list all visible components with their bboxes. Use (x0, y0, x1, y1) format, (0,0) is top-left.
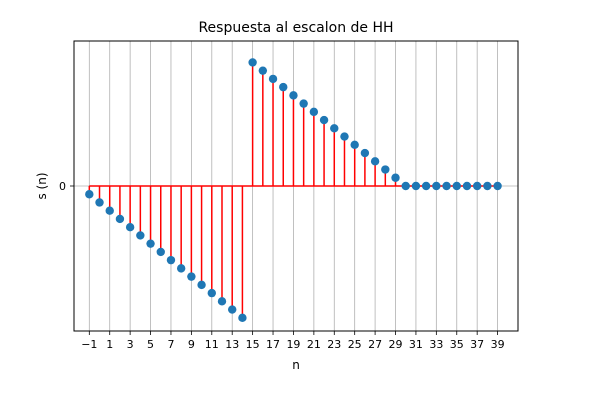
data-point (412, 182, 420, 190)
x-tick-label: 11 (205, 338, 219, 351)
x-tick-label: 35 (450, 338, 464, 351)
data-point (238, 314, 246, 322)
data-point (259, 66, 267, 74)
x-tick-label: 39 (491, 338, 505, 351)
x-tick-label: 33 (429, 338, 443, 351)
data-point (493, 182, 501, 190)
data-point (208, 289, 216, 297)
data-point (177, 264, 185, 272)
data-point (116, 215, 124, 223)
data-point (228, 305, 236, 313)
x-axis-label: n (292, 358, 300, 372)
data-point (330, 124, 338, 132)
x-tick-label: 7 (167, 338, 174, 351)
data-point (350, 141, 358, 149)
data-point (402, 182, 410, 190)
y-axis-label: s (n) (35, 172, 49, 199)
x-tick-label: 15 (246, 338, 260, 351)
data-point (269, 75, 277, 83)
data-point (453, 182, 461, 190)
x-tick-label: 37 (470, 338, 484, 351)
data-point (248, 58, 256, 66)
x-tick-label: 19 (286, 338, 300, 351)
data-point (463, 182, 471, 190)
data-point (279, 83, 287, 91)
x-tick-label: 31 (409, 338, 423, 351)
x-tick-label: 27 (368, 338, 382, 351)
data-point (106, 207, 114, 215)
data-point (391, 174, 399, 182)
x-tick-label: 25 (348, 338, 362, 351)
data-point (432, 182, 440, 190)
data-point (442, 182, 450, 190)
data-point (197, 281, 205, 289)
x-tick-label: 5 (147, 338, 154, 351)
data-point (85, 190, 93, 198)
data-point (473, 182, 481, 190)
chart-title: Respuesta al escalon de HH (198, 20, 393, 36)
data-point (187, 272, 195, 280)
data-point (340, 132, 348, 140)
x-tick-label: 3 (127, 338, 134, 351)
data-point (157, 248, 165, 256)
data-point (310, 108, 318, 116)
data-point (167, 256, 175, 264)
x-tick-label: −1 (81, 338, 97, 351)
x-tick-label: 21 (307, 338, 321, 351)
data-point (299, 99, 307, 107)
data-point (381, 165, 389, 173)
data-point (289, 91, 297, 99)
x-tick-label: 13 (225, 338, 239, 351)
data-point (126, 223, 134, 231)
data-point (320, 116, 328, 124)
x-tick-label: 23 (327, 338, 341, 351)
data-point (136, 231, 144, 239)
y-tick-label: 0 (59, 180, 66, 193)
x-tick-label: 1 (106, 338, 113, 351)
x-tick-label: 9 (188, 338, 195, 351)
data-point (371, 157, 379, 165)
x-tick-label: 29 (389, 338, 403, 351)
data-point (422, 182, 430, 190)
x-tick-label: 17 (266, 338, 280, 351)
data-point (218, 297, 226, 305)
data-point (146, 239, 154, 247)
data-point (483, 182, 491, 190)
data-point (95, 198, 103, 206)
data-point (361, 149, 369, 157)
